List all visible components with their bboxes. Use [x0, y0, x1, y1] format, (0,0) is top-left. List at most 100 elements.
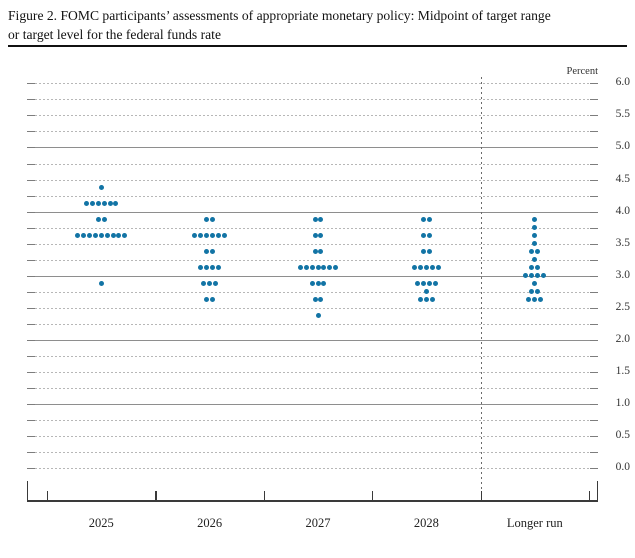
- left-tick-1.75: [27, 356, 35, 357]
- right-tick-3.75: [590, 227, 598, 229]
- left-tick-2.00: [27, 339, 35, 341]
- x-axis-label-2026: 2026: [197, 516, 223, 530]
- projection-dot-2028-3.875: [420, 217, 426, 223]
- projection-dot-2027-3.625: [312, 233, 318, 239]
- projection-dot-2025-3.625: [98, 233, 104, 239]
- projection-dot-2028-3.375: [420, 249, 426, 255]
- projection-dot-longer-run-2.875: [532, 281, 538, 287]
- projection-dot-2025-4.125: [83, 201, 89, 207]
- y-axis-label-1.0: 1.0: [615, 397, 630, 410]
- right-tick-3.50: [590, 243, 598, 245]
- left-tick-2.50: [27, 307, 35, 309]
- projection-dot-2027-3.125: [309, 265, 315, 271]
- projection-dot-2025-4.125: [113, 201, 119, 207]
- x-axis-line: [27, 499, 598, 502]
- projection-dot-longer-run-3.125: [535, 265, 541, 271]
- projection-dot-2025-3.625: [81, 233, 86, 239]
- right-tick-1.50: [590, 372, 598, 374]
- projection-dot-2025-4.125: [101, 201, 107, 207]
- gridline-5.50: [27, 115, 598, 117]
- projection-dot-longer-run-3: [535, 273, 541, 279]
- projection-dot-2028-3.625: [420, 233, 426, 239]
- projection-dot-2025-3.625: [92, 233, 98, 239]
- left-tick-5.25: [27, 131, 35, 133]
- projection-dot-2028-3.875: [426, 217, 432, 223]
- projection-dot-2025-4.125: [107, 201, 113, 207]
- right-tick-4.00: [590, 211, 598, 213]
- projection-dot-longer-run-3: [541, 273, 547, 279]
- left-tick-3.00: [27, 275, 35, 277]
- projection-dot-2027-3.625: [318, 233, 324, 239]
- right-tick-2.75: [590, 291, 598, 293]
- gridline-2.25: [27, 323, 598, 325]
- left-tick-3.75: [27, 227, 35, 229]
- title-rule: [8, 45, 627, 47]
- projection-dot-2025-3.625: [104, 233, 110, 239]
- projection-dot-2028-2.625: [429, 297, 435, 303]
- left-tick-1.00: [27, 404, 35, 406]
- right-tick-2.00: [590, 339, 598, 341]
- left-tick-3.25: [27, 259, 35, 261]
- projection-dot-2025-4.125: [95, 201, 101, 207]
- projection-dot-2026-3.375: [204, 249, 210, 255]
- right-tick-0.75: [590, 420, 598, 422]
- axis-section-tick-5: [589, 491, 591, 500]
- left-tick-4.00: [27, 211, 35, 213]
- gridline-5.00: [27, 147, 598, 149]
- gridline-4.00: [27, 211, 598, 213]
- projection-dot-2028-3.125: [418, 265, 423, 271]
- projection-dot-2027-2.625: [312, 297, 318, 303]
- projection-dot-2026-3.625: [192, 233, 198, 239]
- right-tick-3.25: [590, 259, 598, 261]
- gridline-3.75: [27, 227, 598, 229]
- y-axis-label-0.5: 0.5: [615, 429, 630, 442]
- right-tick-3.00: [590, 275, 598, 277]
- projection-dot-2026-3.625: [215, 233, 221, 239]
- gridline-3.00: [27, 275, 598, 277]
- projection-dot-longer-run-3.625: [532, 233, 538, 239]
- axis-right-cap: [596, 480, 598, 500]
- projection-dot-longer-run-3: [529, 273, 535, 279]
- projection-dot-2028-2.625: [423, 297, 429, 303]
- gridline-4.50: [27, 179, 598, 181]
- projection-dot-longer-run-3.375: [535, 249, 541, 255]
- axis-section-tick-0: [47, 491, 49, 500]
- projection-dot-2028-2.875: [432, 281, 438, 287]
- left-tick-3.50: [27, 243, 35, 245]
- gridline-2.50: [27, 307, 598, 309]
- right-tick-2.25: [590, 323, 598, 325]
- right-tick-0.00: [590, 468, 598, 470]
- projection-dot-2027-2.625: [318, 297, 324, 303]
- figure-title: Figure 2. FOMC participants’ assessments…: [8, 6, 628, 44]
- projection-dot-2025-3.875: [101, 217, 107, 223]
- axis-section-tick-4: [480, 491, 482, 500]
- projection-dot-2026-2.625: [204, 297, 210, 303]
- gridline-0.75: [27, 420, 598, 422]
- projection-dot-2026-2.875: [201, 281, 207, 287]
- gridline-3.25: [27, 259, 598, 261]
- left-tick-2.25: [27, 323, 35, 325]
- right-tick-2.50: [590, 307, 598, 309]
- gridline-0.50: [27, 436, 598, 438]
- projection-dot-2026-3.625: [210, 233, 216, 239]
- left-tick-2.75: [27, 291, 35, 293]
- y-axis-label-5.0: 5.0: [615, 140, 630, 153]
- left-tick-4.50: [27, 179, 35, 181]
- x-axis-label-2025: 2025: [88, 516, 114, 530]
- projection-dot-2028-2.875: [420, 281, 426, 287]
- gridline-1.75: [27, 356, 598, 357]
- y-axis-label-4.5: 4.5: [615, 172, 630, 185]
- right-tick-0.25: [590, 452, 598, 454]
- axis-section-tick-1: [155, 491, 157, 500]
- left-tick-0.75: [27, 420, 35, 422]
- right-tick-1.00: [590, 404, 598, 406]
- gridline-3.50: [27, 243, 598, 245]
- right-tick-1.25: [590, 388, 598, 390]
- y-axis-label-3.5: 3.5: [615, 236, 630, 249]
- projection-dot-2028-3.125: [435, 265, 441, 271]
- projection-dot-longer-run-3: [523, 273, 529, 279]
- projection-dot-2026-3.875: [210, 217, 216, 223]
- projection-dot-longer-run-3.875: [532, 217, 538, 223]
